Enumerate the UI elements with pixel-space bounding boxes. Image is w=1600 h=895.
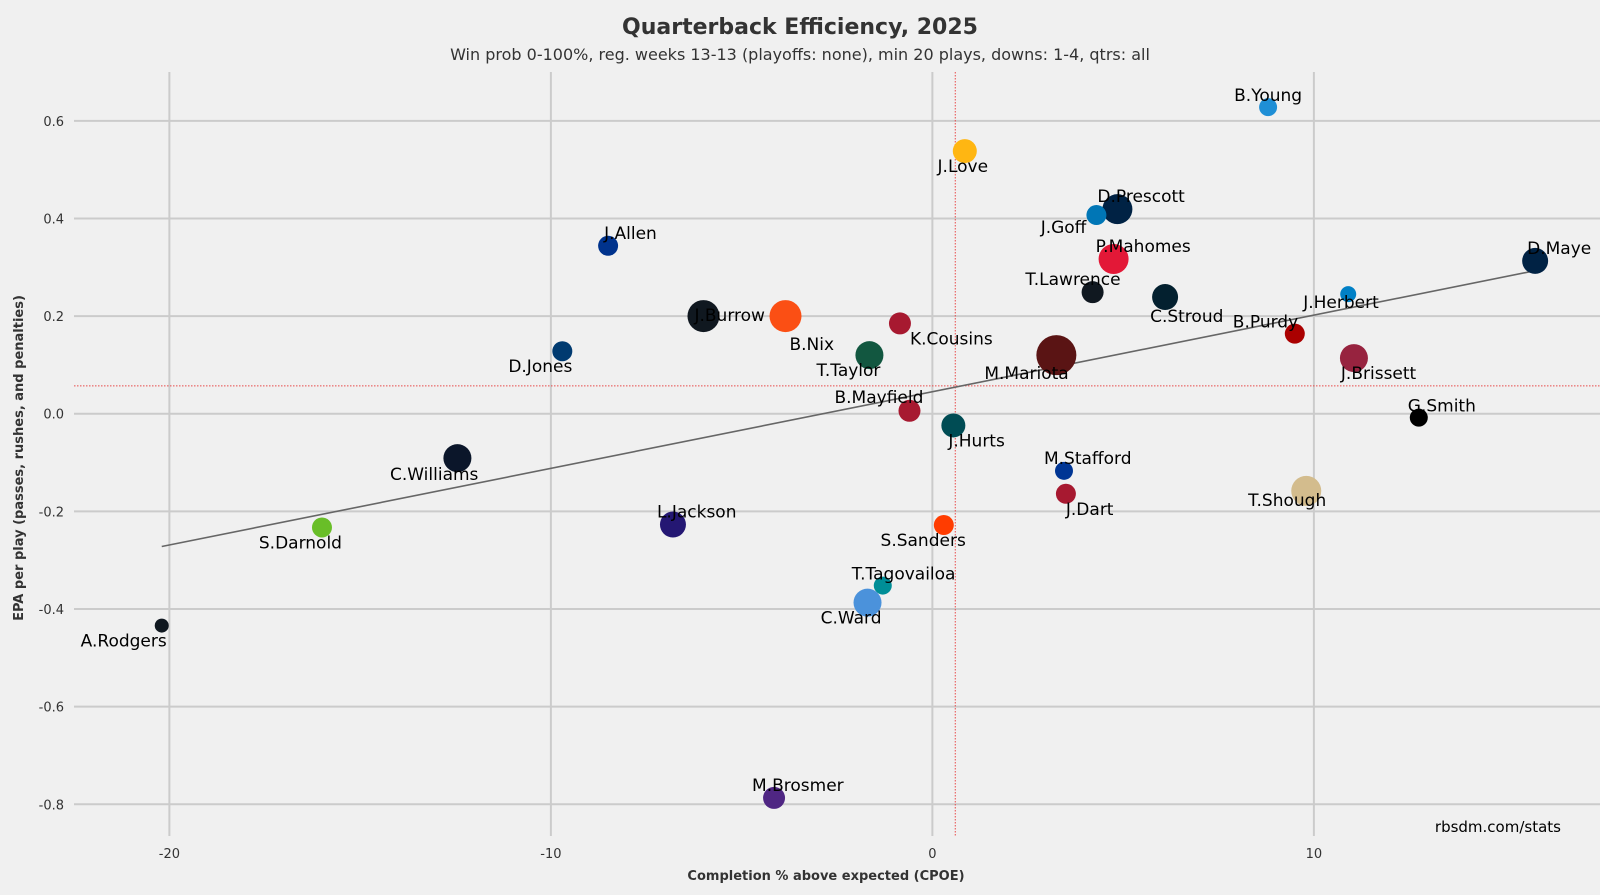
point-label: L.Jackson <box>657 503 737 523</box>
point-label: D.Prescott <box>1097 187 1185 207</box>
y-tick-label: -0.8 <box>39 798 64 813</box>
x-tick-label: 0 <box>928 847 936 862</box>
x-tick-label: 10 <box>1306 847 1323 862</box>
point-marker <box>1409 408 1428 427</box>
point-marker <box>1152 284 1179 311</box>
point-labels: B.Young J.Love D.Prescott J.Goff J.Allen P.Ma… <box>81 86 1592 796</box>
trendline <box>161 269 1536 548</box>
tick-labels: -20 -10 0 10 -0.8 -0.6 -0.4 -0.2 0.0 0.2 0.4 0.6 <box>39 115 1323 862</box>
point-marker <box>855 341 884 370</box>
grid-lines <box>74 72 1600 836</box>
x-tick-label: -20 <box>159 847 180 862</box>
point-label: M.Mariota <box>984 364 1068 384</box>
point-marker <box>1284 323 1305 344</box>
point-marker <box>443 444 472 473</box>
point-label: D.Jones <box>508 357 572 377</box>
point-label: P.Mahomes <box>1096 237 1191 257</box>
point-label: D.Maye <box>1527 239 1591 259</box>
point-label: B.Young <box>1234 86 1302 106</box>
point-marker <box>941 413 966 438</box>
trendline-path <box>161 269 1536 548</box>
y-tick-label: -0.6 <box>39 701 64 716</box>
point-label: J.Brissett <box>1340 364 1417 384</box>
point-marker <box>154 618 169 633</box>
mean-reference-lines <box>74 72 1600 836</box>
point-marker <box>888 312 911 335</box>
point-label: J.Allen <box>603 224 657 244</box>
point-label: M.Stafford <box>1044 449 1132 469</box>
y-tick-label: 0.0 <box>43 408 64 423</box>
y-tick-label: 0.6 <box>43 115 64 130</box>
y-tick-label: -0.2 <box>39 505 64 520</box>
point-label: M.Brosmer <box>752 776 844 796</box>
point-label: J.Love <box>937 157 989 177</box>
point-label: S.Darnold <box>259 533 342 553</box>
point-marker <box>952 139 977 164</box>
point-marker <box>1036 335 1077 376</box>
point-label: J.Burrow <box>693 306 765 326</box>
chart-title: Quarterback Efficiency, 2025 <box>622 15 978 40</box>
point-label: C.Williams <box>390 465 479 485</box>
point-marker <box>769 300 802 333</box>
point-marker <box>1291 475 1322 506</box>
point-marker <box>1081 281 1104 304</box>
point-label: A.Rodgers <box>81 632 167 652</box>
chart-subtitle: Win prob 0-100%, reg. weeks 13-13 (playo… <box>450 45 1150 64</box>
point-label: T.Taylor <box>815 361 880 381</box>
point-label: B.Mayfield <box>834 388 923 408</box>
point-marker <box>311 517 332 538</box>
point-marker <box>552 341 573 362</box>
point-label: T.Tagovailoa <box>851 565 956 585</box>
point-marker <box>1054 461 1073 480</box>
point-marker <box>1086 205 1107 226</box>
point-label: T.Lawrence <box>1024 270 1120 290</box>
x-tick-label: -10 <box>540 847 561 862</box>
point-marker <box>1102 194 1133 225</box>
point-marker <box>687 300 720 333</box>
point-label: J.Hurts <box>947 431 1005 451</box>
y-tick-label: -0.4 <box>39 603 64 618</box>
y-tick-label: 0.4 <box>43 212 64 227</box>
point-label: J.Dart <box>1065 500 1114 520</box>
point-marker <box>898 399 921 422</box>
point-label: C.Ward <box>821 609 882 629</box>
point-label: B.Nix <box>789 335 834 355</box>
point-marker <box>1339 344 1368 373</box>
point-marker <box>933 515 954 536</box>
y-tick-label: 0.2 <box>43 310 64 325</box>
point-marker <box>598 235 619 256</box>
point-marker <box>1259 98 1278 117</box>
point-label: K.Cousins <box>910 329 993 349</box>
point-marker <box>1055 483 1076 504</box>
point-marker <box>853 588 882 617</box>
point-marker <box>873 576 892 595</box>
point-marker <box>659 511 686 538</box>
point-label: T.Shough <box>1247 491 1326 511</box>
source-credit: rbsdm.com/stats <box>1435 818 1561 836</box>
point-marker <box>1340 286 1357 303</box>
x-axis-label: Completion % above expected (CPOE) <box>687 869 964 884</box>
point-label: J.Herbert <box>1302 293 1379 313</box>
point-label: B.Purdy <box>1233 313 1298 333</box>
point-marker <box>1522 247 1549 274</box>
point-marker <box>763 786 786 809</box>
point-label: J.Goff <box>1040 218 1088 238</box>
data-points <box>154 98 1549 809</box>
point-label: G.Smith <box>1408 397 1476 417</box>
point-label: C.Stroud <box>1150 307 1223 327</box>
point-label: S.Sanders <box>881 531 966 551</box>
point-marker <box>1098 243 1129 274</box>
y-axis-label: EPA per play (passes, rushes, and penalt… <box>12 295 27 621</box>
